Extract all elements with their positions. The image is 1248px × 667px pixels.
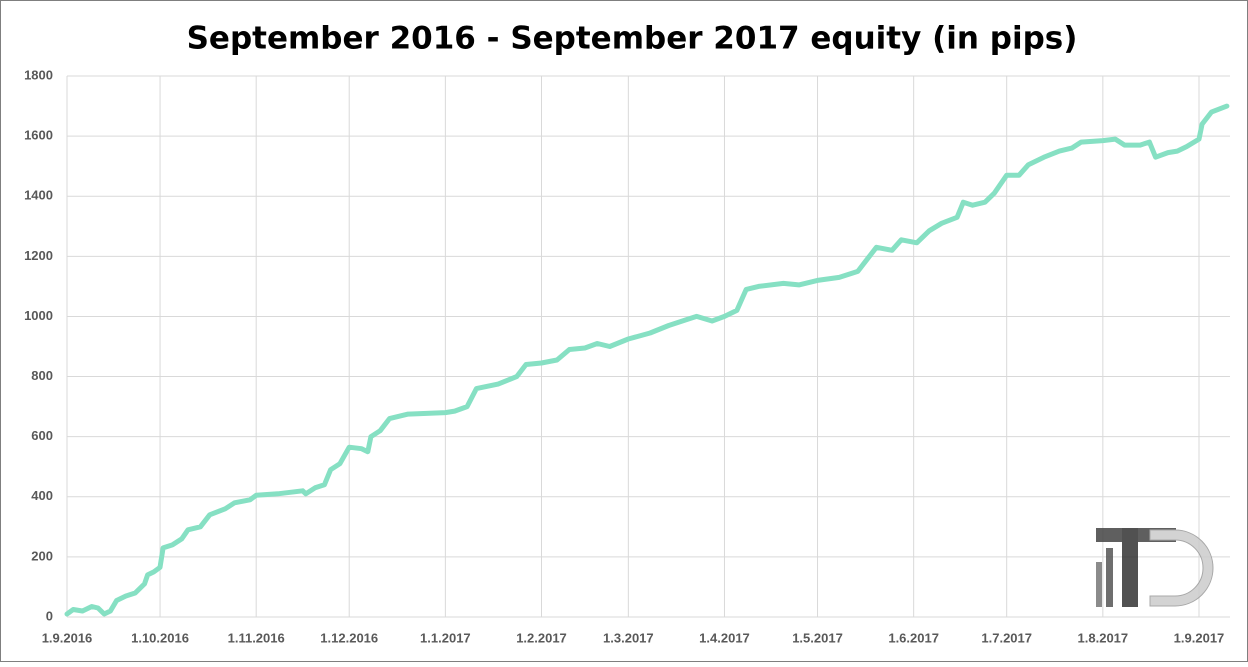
logo-bar [1096, 562, 1102, 607]
y-tick-label: 1600 [24, 128, 53, 143]
y-tick-label: 600 [31, 428, 53, 443]
logo-t [1122, 528, 1138, 607]
chart-title: September 2016 - September 2017 equity (… [187, 21, 1078, 57]
y-tick-label: 400 [31, 488, 53, 503]
x-tick-label: 1.12.2016 [320, 630, 378, 645]
x-tick-label: 1.11.2016 [228, 630, 285, 645]
x-tick-label: 1.3.2017 [603, 630, 654, 645]
logo-bar [1106, 548, 1113, 607]
equity-line [64, 103, 1230, 617]
x-tick-label: 1.5.2017 [792, 630, 843, 645]
x-tick-label: 1.6.2017 [888, 630, 939, 645]
y-tick-label: 1400 [24, 188, 53, 203]
x-tick-label: 1.8.2017 [1078, 630, 1129, 645]
logo-d [1149, 529, 1214, 607]
x-tick-label: 1.1.2017 [420, 630, 471, 645]
x-tick-label: 1.2.2017 [516, 630, 567, 645]
x-tick-label: 1.7.2017 [981, 630, 1032, 645]
y-tick-label: 800 [31, 368, 53, 383]
y-tick-label: 1000 [24, 308, 53, 323]
x-tick-label: 1.9.2016 [42, 630, 93, 645]
x-tick-label: 1.4.2017 [699, 630, 750, 645]
y-tick-label: 1800 [24, 67, 53, 82]
logo [1096, 528, 1214, 607]
y-tick-label: 1200 [24, 248, 53, 263]
x-tick-label: 1.9.2017 [1174, 630, 1225, 645]
y-tick-label: 200 [31, 548, 53, 563]
y-tick-label: 0 [46, 608, 53, 623]
x-tick-label: 1.10.2016 [131, 630, 189, 645]
